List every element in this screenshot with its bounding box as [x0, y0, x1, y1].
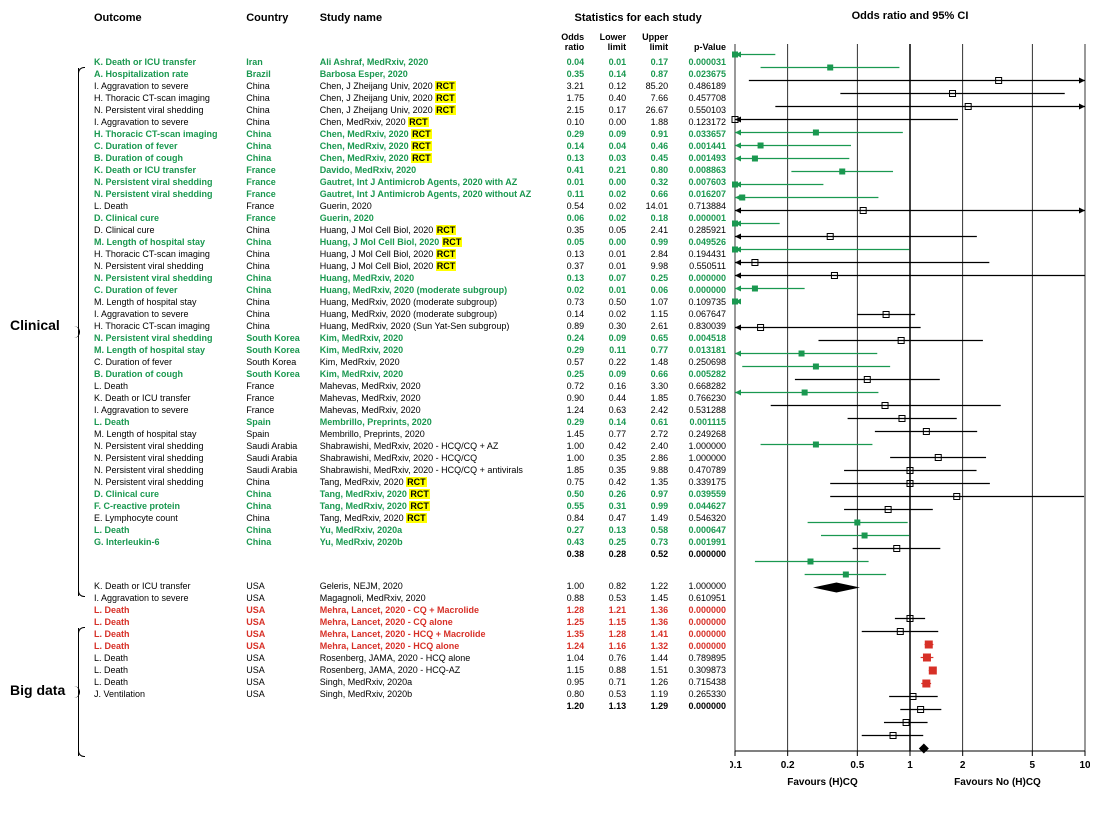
table-row: N. Persistent viral shedding France Gaut…: [90, 176, 730, 188]
th-outcome: Outcome: [90, 10, 242, 30]
table-row: K. Death or ICU transfer Iran Ali Ashraf…: [90, 56, 730, 68]
table-row: M. Length of hospital stay China Huang, …: [90, 236, 730, 248]
svg-text:5: 5: [1030, 760, 1036, 771]
table-row: H. Thoracic CT-scan imaging China Huang,…: [90, 248, 730, 260]
table-row: M. Length of hospital stay South Korea K…: [90, 344, 730, 356]
table-row: L. Death USA Mehra, Lancet, 2020 - CQ al…: [90, 616, 730, 628]
svg-text:10: 10: [1079, 760, 1090, 771]
table-row: K. Death or ICU transfer France Mahevas,…: [90, 392, 730, 404]
forest-title: Odds ratio and 95% CI: [730, 10, 1090, 44]
svg-text:1: 1: [907, 760, 913, 771]
table-row: M. Length of hospital stay Spain Membril…: [90, 428, 730, 440]
table-row: C. Duration of fever China Chen, MedRxiv…: [90, 140, 730, 152]
svg-text:2: 2: [960, 760, 966, 771]
table-row: I. Aggravation to severe China Huang, Me…: [90, 308, 730, 320]
table-row: K. Death or ICU transfer USA Geleris, NE…: [90, 580, 730, 592]
table-row: D. Clinical cure China Huang, J Mol Cell…: [90, 224, 730, 236]
table-row: G. Interleukin-6 China Yu, MedRxiv, 2020…: [90, 536, 730, 548]
th-country: Country: [242, 10, 315, 30]
bigdata-brace: [78, 628, 85, 756]
th-study: Study name: [316, 10, 547, 30]
table-row: N. Persistent viral shedding China Huang…: [90, 272, 730, 284]
table-row: L. Death USA Rosenberg, JAMA, 2020 - HCQ…: [90, 652, 730, 664]
forest-table: Outcome Country Study name Statistics fo…: [90, 10, 730, 712]
table-row: N. Persistent viral shedding Saudi Arabi…: [90, 464, 730, 476]
table-row: K. Death or ICU transfer France Davido, …: [90, 164, 730, 176]
table-row: J. Ventilation USA Singh, MedRxiv, 2020b…: [90, 688, 730, 700]
table-row: H. Thoracic CT-scan imaging China Chen, …: [90, 128, 730, 140]
table-row: M. Length of hospital stay China Huang, …: [90, 296, 730, 308]
table-row: 1.20 1.13 1.29 0.000000: [90, 700, 730, 712]
table-row: B. Duration of cough South Korea Kim, Me…: [90, 368, 730, 380]
table-row: N. Persistent viral shedding China Chen,…: [90, 104, 730, 116]
svg-text:0.5: 0.5: [850, 760, 864, 771]
table-row: I. Aggravation to severe France Mahevas,…: [90, 404, 730, 416]
table-row: L. Death USA Rosenberg, JAMA, 2020 - HCQ…: [90, 664, 730, 676]
table-row: L. Death USA Mehra, Lancet, 2020 - HCQ a…: [90, 640, 730, 652]
table-row: I. Aggravation to severe China Chen, J Z…: [90, 80, 730, 92]
svg-text:0.1: 0.1: [730, 760, 742, 771]
table-row: L. Death China Yu, MedRxiv, 2020a 0.27 0…: [90, 524, 730, 536]
clinical-brace: [78, 68, 85, 596]
table-row: L. Death USA Mehra, Lancet, 2020 - CQ + …: [90, 604, 730, 616]
table-row: N. Persistent viral shedding France Gaut…: [90, 188, 730, 200]
forest-plot: 0.1 0.2 0.5 1 2 5 10 Favours (H)CQ Favours No (H…: [730, 44, 1090, 801]
table-row: L. Death Spain Membrillo, Preprints, 202…: [90, 416, 730, 428]
table-row: N. Persistent viral shedding Saudi Arabi…: [90, 452, 730, 464]
svg-text:Favours (H)CQ: Favours (H)CQ: [787, 777, 858, 788]
clinical-label: Clinical: [10, 317, 60, 333]
table-row: N. Persistent viral shedding Saudi Arabi…: [90, 440, 730, 452]
table-row: B. Duration of cough China Chen, MedRxiv…: [90, 152, 730, 164]
th-stats: Statistics for each study: [546, 10, 730, 30]
table-row: E. Lymphocyte count China Tang, MedRxiv,…: [90, 512, 730, 524]
th-or: Odds ratio: [546, 30, 588, 56]
table-row: A. Hospitalization rate Brazil Barbosa E…: [90, 68, 730, 80]
table-row: H. Thoracic CT-scan imaging China Chen, …: [90, 92, 730, 104]
table-row: C. Duration of fever South Korea Kim, Me…: [90, 356, 730, 368]
table-row: N. Persistent viral shedding China Huang…: [90, 260, 730, 272]
table-row: N. Persistent viral shedding China Tang,…: [90, 476, 730, 488]
th-ul: Upper limit: [630, 30, 672, 56]
th-pv: p-Value: [672, 30, 730, 56]
table-row: I. Aggravation to severe China Chen, Med…: [90, 116, 730, 128]
table-row: N. Persistent viral shedding South Korea…: [90, 332, 730, 344]
svg-text:Favours No (H)CQ: Favours No (H)CQ: [954, 777, 1041, 788]
table-row: D. Clinical cure France Guerin, 2020 0.0…: [90, 212, 730, 224]
table-row: L. Death USA Singh, MedRxiv, 2020a 0.95 …: [90, 676, 730, 688]
table-row: H. Thoracic CT-scan imaging China Huang,…: [90, 320, 730, 332]
table-row: I. Aggravation to severe USA Magagnoli, …: [90, 592, 730, 604]
th-ll: Lower limit: [588, 30, 630, 56]
table-row: L. Death USA Mehra, Lancet, 2020 - HCQ +…: [90, 628, 730, 640]
table-row: L. Death France Mahevas, MedRxiv, 2020 0…: [90, 380, 730, 392]
bigdata-label: Big data: [10, 682, 65, 698]
table-row: D. Clinical cure China Tang, MedRxiv, 20…: [90, 488, 730, 500]
svg-text:0.2: 0.2: [781, 760, 795, 771]
table-row: C. Duration of fever China Huang, MedRxi…: [90, 284, 730, 296]
table-row: 0.38 0.28 0.52 0.000000: [90, 548, 730, 560]
table-row: F. C-reactive protein China Tang, MedRxi…: [90, 500, 730, 512]
table-row: L. Death France Guerin, 2020 0.54 0.02 1…: [90, 200, 730, 212]
